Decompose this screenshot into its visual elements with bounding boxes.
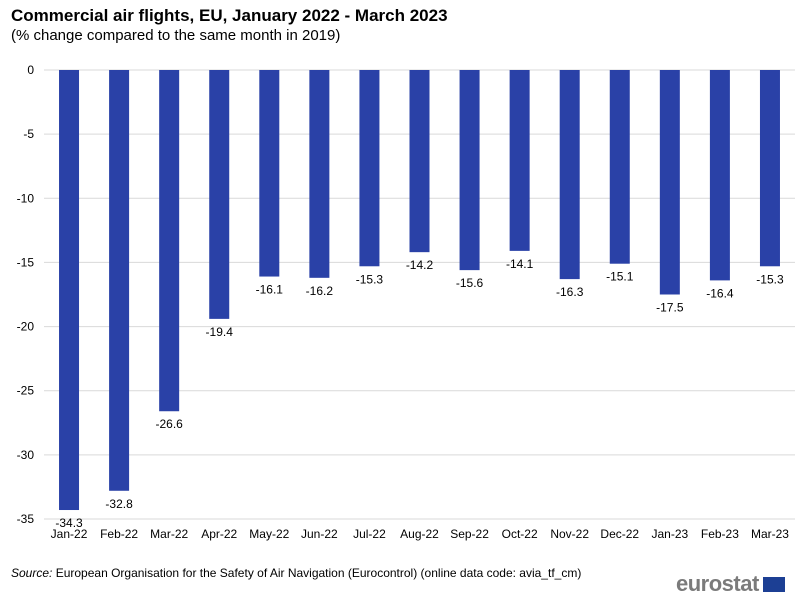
bar bbox=[159, 70, 180, 412]
data-label: -15.6 bbox=[456, 276, 484, 290]
data-label: -14.1 bbox=[506, 257, 534, 271]
chart-subtitle: (% change compared to the same month in … bbox=[11, 27, 341, 44]
eu-flag-icon bbox=[762, 576, 785, 592]
data-label: -14.2 bbox=[406, 258, 434, 272]
x-tick-label: Apr-22 bbox=[201, 527, 237, 541]
x-tick-label: Jan-22 bbox=[51, 527, 88, 541]
data-label: -19.4 bbox=[206, 325, 234, 339]
y-tick-label: -15 bbox=[17, 255, 35, 269]
bar bbox=[359, 70, 380, 267]
source-label: Source: bbox=[11, 566, 53, 580]
bar bbox=[559, 70, 580, 280]
bar bbox=[259, 70, 280, 277]
logo-text: eurostat bbox=[676, 571, 759, 596]
data-label: -34.3 bbox=[55, 516, 83, 530]
source-note: Source: European Organisation for the Sa… bbox=[11, 566, 581, 580]
x-tick-label: Mar-22 bbox=[150, 527, 188, 541]
x-tick-label: Nov-22 bbox=[550, 527, 589, 541]
x-tick-label: Mar-23 bbox=[751, 527, 789, 541]
x-tick-label: Feb-23 bbox=[701, 527, 739, 541]
data-label: -16.4 bbox=[706, 286, 734, 300]
eurostat-logo: eurostat bbox=[676, 571, 785, 597]
bar bbox=[109, 70, 130, 491]
data-label: -15.1 bbox=[606, 270, 634, 284]
x-tick-label: Jan-23 bbox=[651, 527, 688, 541]
x-tick-label: Sep-22 bbox=[450, 527, 489, 541]
data-label: -15.3 bbox=[756, 272, 784, 286]
y-tick-label: -35 bbox=[17, 512, 35, 526]
bar bbox=[709, 70, 730, 281]
data-label: -32.8 bbox=[105, 497, 133, 511]
y-tick-label: 0 bbox=[27, 63, 34, 77]
data-label: -16.3 bbox=[556, 285, 584, 299]
y-tick-label: -30 bbox=[17, 448, 35, 462]
bar bbox=[59, 70, 80, 511]
x-tick-label: Jun-22 bbox=[301, 527, 338, 541]
x-tick-label: Jul-22 bbox=[353, 527, 386, 541]
x-tick-label: Aug-22 bbox=[400, 527, 439, 541]
bar bbox=[759, 70, 780, 267]
data-label: -15.3 bbox=[356, 272, 384, 286]
bar bbox=[509, 70, 530, 251]
bar bbox=[459, 70, 480, 271]
source-text: European Organisation for the Safety of … bbox=[52, 566, 582, 580]
x-tick-label: Dec-22 bbox=[600, 527, 639, 541]
data-label: -16.2 bbox=[306, 284, 334, 298]
bar bbox=[409, 70, 430, 253]
y-tick-label: -20 bbox=[17, 320, 35, 334]
data-label: -16.1 bbox=[256, 283, 284, 297]
y-tick-label: -25 bbox=[17, 384, 35, 398]
x-tick-label: Oct-22 bbox=[502, 527, 538, 541]
bar bbox=[209, 70, 230, 319]
chart-title: Commercial air flights, EU, January 2022… bbox=[11, 6, 448, 25]
bar bbox=[609, 70, 630, 264]
x-tick-label: May-22 bbox=[249, 527, 289, 541]
bar bbox=[659, 70, 680, 295]
data-label: -26.6 bbox=[155, 417, 183, 431]
x-tick-label: Feb-22 bbox=[100, 527, 138, 541]
bar bbox=[309, 70, 330, 278]
y-tick-label: -10 bbox=[17, 191, 35, 205]
data-label: -17.5 bbox=[656, 301, 684, 315]
y-tick-label: -5 bbox=[23, 127, 34, 141]
